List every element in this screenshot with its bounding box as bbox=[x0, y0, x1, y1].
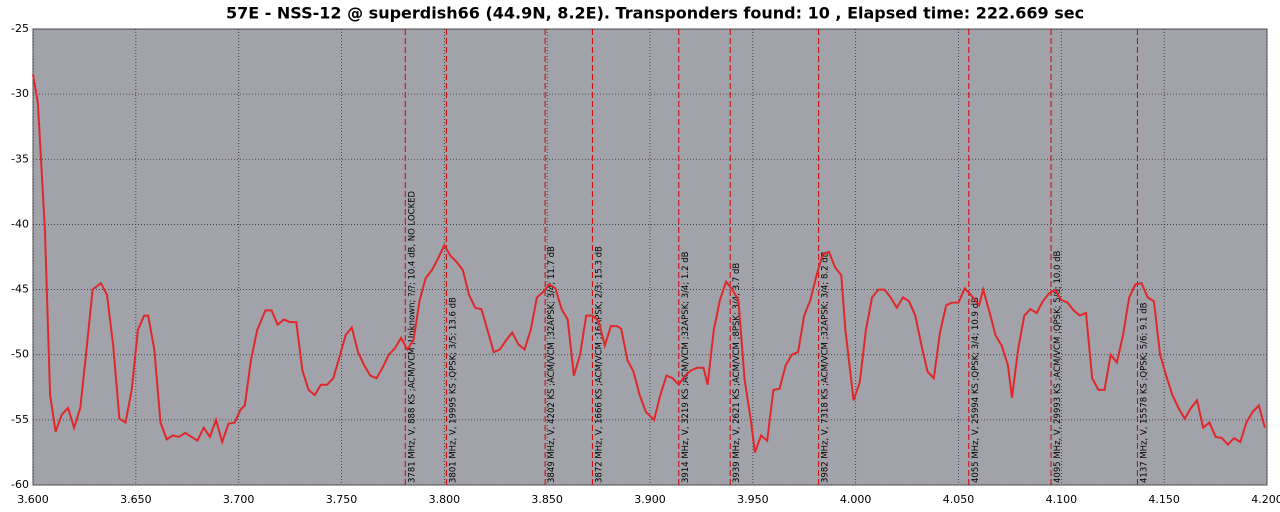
transponder-label: 3781 MHz, V, 888 KS ;ACM/VCM ;Unknown; ?… bbox=[407, 190, 417, 483]
x-tick-label: 4.050 bbox=[943, 493, 975, 506]
transponder-label: 4095 MHz, V, 29993 KS ;ACM/VCM ;QPSK; 5/… bbox=[1053, 251, 1063, 483]
y-tick-label: -40 bbox=[11, 217, 29, 230]
x-tick-label: 3.800 bbox=[429, 493, 461, 506]
transponder-label: 3914 MHz, V, 3219 KS ;ACM/VCM ;32APSK; 3… bbox=[681, 251, 691, 483]
y-tick-label: -25 bbox=[11, 22, 29, 35]
transponder-label: 4137 MHz, V, 15578 KS ;QPSK; 5/6; 9.1 dB bbox=[1139, 302, 1149, 483]
transponder-label: 3982 MHz, V, 7318 KS ;ACM/VCM ;32APSK; 3… bbox=[821, 251, 831, 483]
y-tick-label: -45 bbox=[11, 283, 29, 296]
x-tick-label: 3.600 bbox=[17, 493, 49, 506]
x-tick-label: 4.200 bbox=[1251, 493, 1280, 506]
y-tick-label: -60 bbox=[11, 478, 29, 491]
x-tick-label: 4.000 bbox=[840, 493, 872, 506]
x-tick-label: 3.900 bbox=[634, 493, 666, 506]
x-tick-label: 4.100 bbox=[1046, 493, 1078, 506]
x-tick-label: 3.650 bbox=[120, 493, 152, 506]
transponder-label: 3801 MHz, V, 19995 KS ;QPSK; 3/5; 13.6 d… bbox=[448, 297, 458, 483]
x-tick-label: 3.700 bbox=[223, 493, 255, 506]
x-tick-label: 3.850 bbox=[531, 493, 563, 506]
spectrum-line bbox=[32, 74, 1266, 453]
y-tick-label: -30 bbox=[11, 87, 29, 100]
y-tick-label: -55 bbox=[11, 413, 29, 426]
y-tick-label: -50 bbox=[11, 348, 29, 361]
transponder-label: 4055 MHz, V, 25994 KS ;QPSK; 3/4; 10.9 d… bbox=[971, 297, 981, 483]
transponder-label: 3939 MHz, V, 2621 KS ;ACM/VCM ;8PSK; 3/4… bbox=[732, 263, 742, 483]
chart-title: 57E - NSS-12 @ superdish66 (44.9N, 8.2E)… bbox=[226, 4, 1084, 23]
transponder-label: 3849 MHz, V, 4202 KS ;ACM/VCM ;32APSK; 3… bbox=[547, 246, 557, 483]
x-tick-label: 4.150 bbox=[1148, 493, 1180, 506]
x-tick-label: 3.750 bbox=[326, 493, 358, 506]
transponder-label: 3872 MHz, V, 1666 KS ;ACM/VCM ;16APSK; 2… bbox=[594, 246, 604, 483]
y-tick-label: -35 bbox=[11, 152, 29, 165]
x-tick-label: 3.950 bbox=[737, 493, 769, 506]
